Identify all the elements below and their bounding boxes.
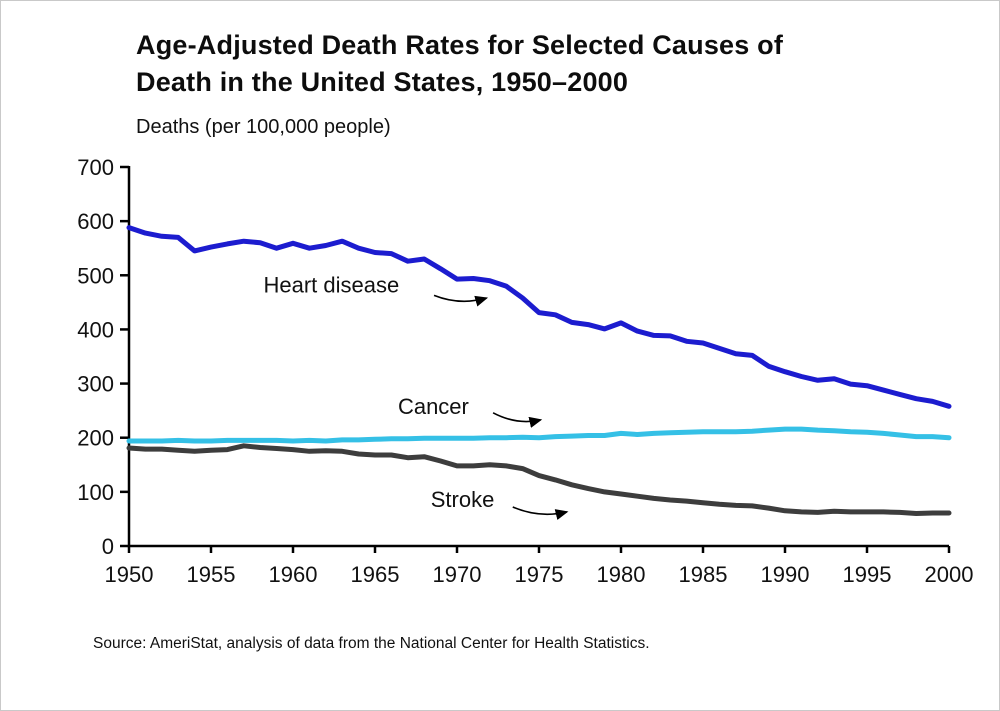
x-tick-label: 1950 bbox=[105, 562, 154, 587]
y-tick-label: 400 bbox=[77, 317, 114, 342]
source-note: Source: AmeriStat, analysis of data from… bbox=[93, 635, 650, 652]
chart-title-line-2: Death in the United States, 1950–2000 bbox=[136, 67, 629, 97]
y-tick-label: 600 bbox=[77, 209, 114, 234]
x-tick-label: 1995 bbox=[843, 562, 892, 587]
x-tick-label: 2000 bbox=[925, 562, 974, 587]
series-line-heart-disease bbox=[126, 225, 952, 409]
x-tick-label: 1970 bbox=[433, 562, 482, 587]
y-tick-label: 200 bbox=[77, 426, 114, 451]
annotation-arrow-cancer bbox=[492, 412, 543, 428]
y-tick-label: 0 bbox=[102, 534, 114, 559]
chart-title: Age-Adjusted Death Rates for Selected Ca… bbox=[136, 27, 783, 101]
y-tick-label: 100 bbox=[77, 480, 114, 505]
annotation-label-heart-disease: Heart disease bbox=[263, 273, 399, 298]
annotation-label-stroke: Stroke bbox=[431, 487, 495, 512]
annotation-label-cancer: Cancer bbox=[398, 394, 469, 419]
y-tick-label: 700 bbox=[77, 155, 114, 180]
y-axis-title: Deaths (per 100,000 people) bbox=[136, 116, 391, 138]
x-tick-label: 1980 bbox=[597, 562, 646, 587]
x-tick-label: 1955 bbox=[187, 562, 236, 587]
annotation-arrow-stroke bbox=[512, 506, 569, 520]
chart-title-line-1: Age-Adjusted Death Rates for Selected Ca… bbox=[136, 30, 784, 60]
series-line-stroke bbox=[126, 443, 952, 516]
y-tick-label: 300 bbox=[77, 372, 114, 397]
y-tick-label: 500 bbox=[77, 263, 114, 288]
annotation-arrow-heart-disease bbox=[433, 294, 489, 307]
x-tick-label: 1960 bbox=[269, 562, 318, 587]
axes bbox=[127, 166, 949, 548]
x-tick-label: 1985 bbox=[679, 562, 728, 587]
x-tick-label: 1975 bbox=[515, 562, 564, 587]
x-tick-label: 1965 bbox=[351, 562, 400, 587]
series-line-cancer bbox=[126, 426, 952, 444]
x-tick-label: 1990 bbox=[761, 562, 810, 587]
